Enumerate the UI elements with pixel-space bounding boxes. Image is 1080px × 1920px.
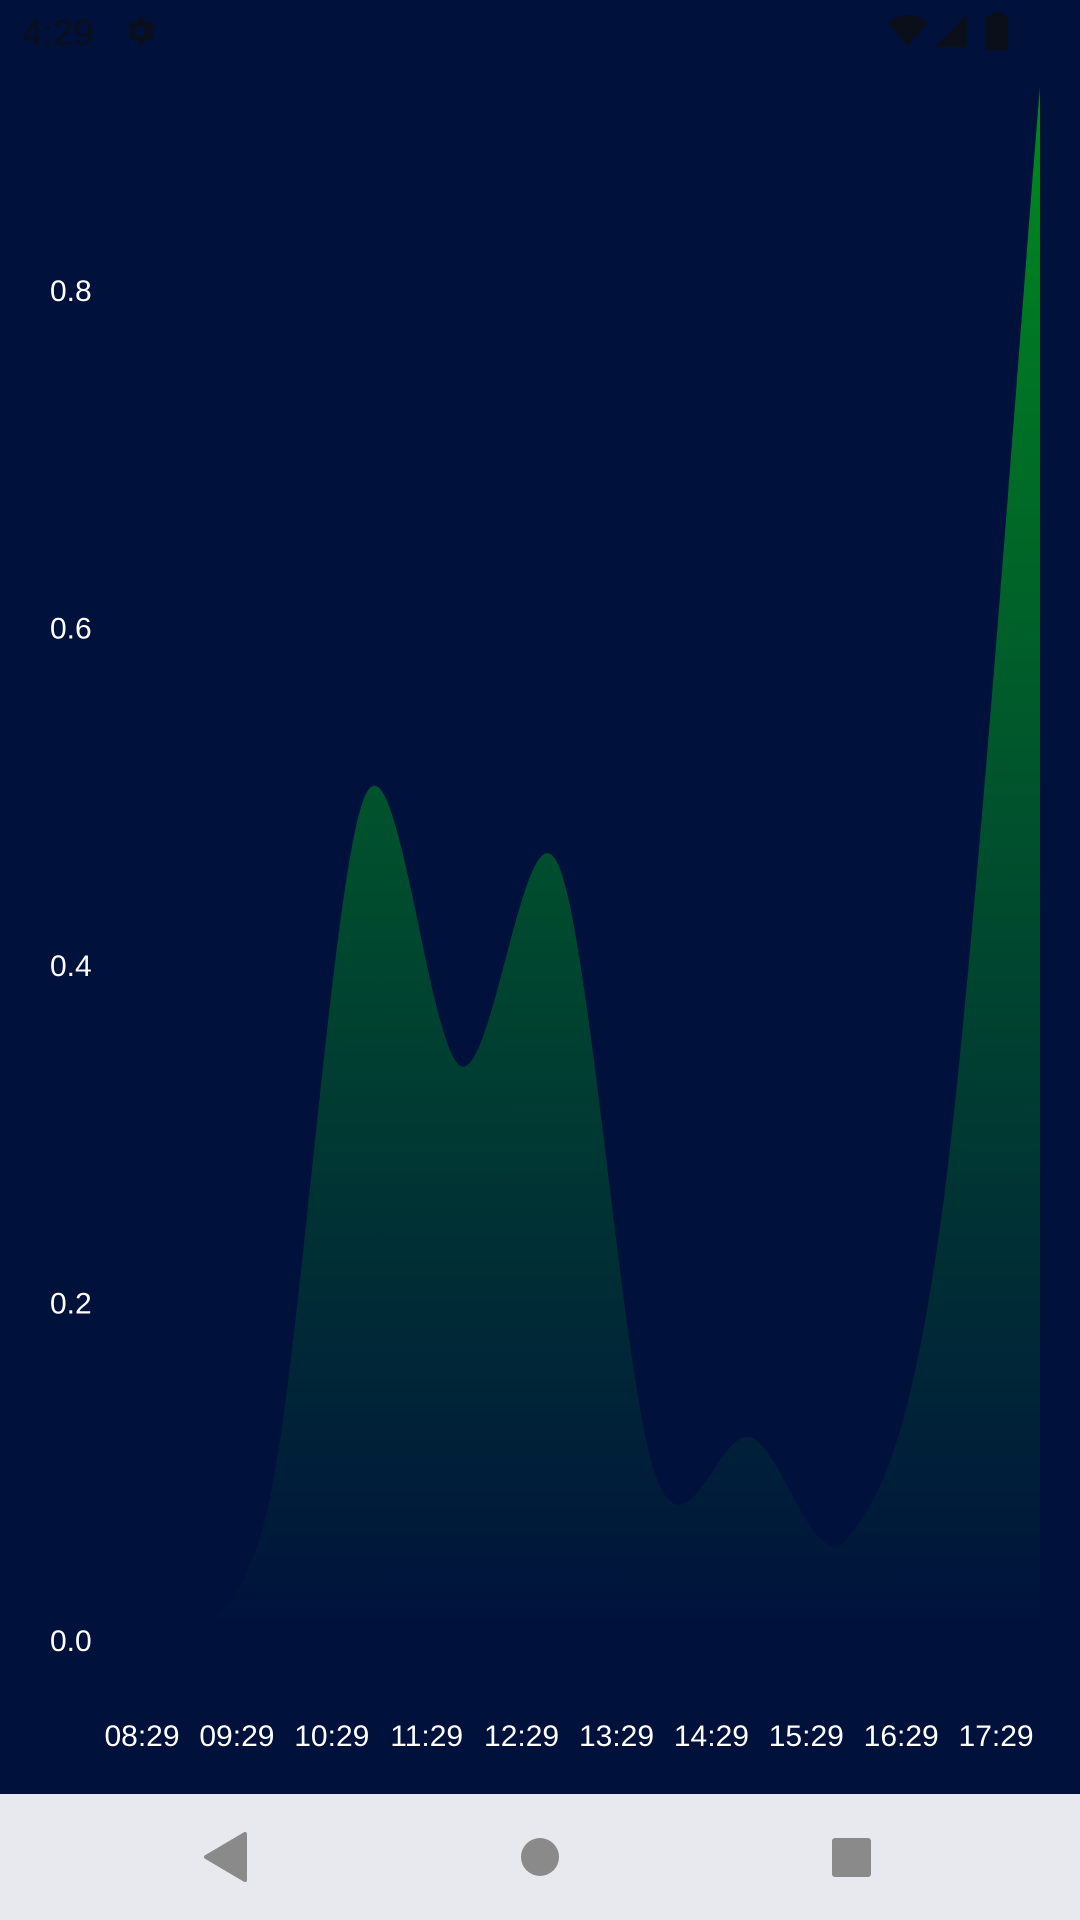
x-tick-label: 09:29 [199,1720,274,1753]
x-tick-label: 15:29 [769,1720,844,1753]
x-tick-label: 17:29 [959,1720,1034,1753]
signal-icon [935,15,967,47]
y-tick-label: 0.0 [50,1625,92,1658]
navigation-bar [0,1794,1080,1920]
x-tick-label: 10:29 [294,1720,369,1753]
x-tick-label: 16:29 [864,1720,939,1753]
y-tick-label: 0.8 [50,275,92,308]
wifi-icon [888,15,928,46]
recents-icon [832,1838,871,1877]
status-time: 4:29 [22,12,95,53]
back-button[interactable] [166,1794,286,1920]
y-axis: 0.0 0.2 0.4 0.6 0.8 [50,275,92,1658]
area-series [172,87,1040,1640]
x-tick-label: 13:29 [579,1720,654,1753]
battery-icon [985,12,1009,50]
y-tick-label: 0.6 [50,613,92,646]
x-axis: 08:29 09:29 10:29 11:29 12:29 13:29 14:29 15:29… [104,1720,1033,1753]
x-tick-label: 11:29 [390,1720,463,1753]
y-tick-label: 0.2 [50,1288,92,1321]
y-tick-label: 0.4 [50,950,92,983]
home-icon [521,1838,559,1876]
area-chart: 0.0 0.2 0.4 0.6 0.8 08:29 09:29 10:29 11:29 12:2… [50,87,1040,1753]
back-icon [204,1832,247,1882]
recents-button[interactable] [791,1794,911,1920]
x-tick-label: 12:29 [484,1720,559,1753]
home-button[interactable] [480,1794,600,1920]
x-tick-label: 14:29 [674,1720,749,1753]
status-bar: 4:29 [0,0,1080,63]
gear-icon [128,17,155,45]
x-tick-label: 08:29 [104,1720,179,1753]
